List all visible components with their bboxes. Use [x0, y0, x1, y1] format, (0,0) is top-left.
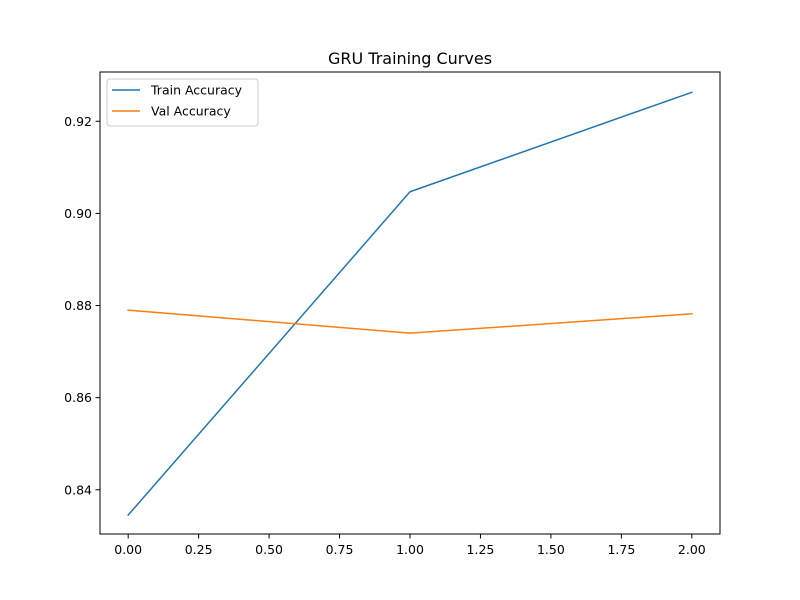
x-tick-label: 1.25 — [467, 542, 495, 557]
y-tick-label: 0.88 — [64, 298, 92, 313]
chart-title: GRU Training Curves — [328, 49, 492, 68]
x-axis: 0.00 0.25 0.50 0.75 1.00 1.25 1.50 1.75 2.00 — [114, 534, 706, 557]
y-tick-label: 0.86 — [64, 390, 92, 405]
x-tick-label: 1.75 — [607, 542, 635, 557]
y-tick-label: 0.92 — [64, 114, 92, 129]
legend: Train Accuracy Val Accuracy — [106, 78, 259, 127]
series-line-val-accuracy — [127, 309, 693, 334]
y-tick-label: 0.90 — [64, 206, 92, 221]
x-tick-label: 1.50 — [537, 542, 565, 557]
x-tick-label: 0.50 — [255, 542, 283, 557]
series-lines — [127, 91, 693, 517]
plot-area-frame — [99, 71, 721, 535]
x-tick-label: 0.25 — [185, 542, 213, 557]
legend-label-val-accuracy: Val Accuracy — [151, 104, 231, 119]
y-axis: 0.84 0.86 0.88 0.90 0.92 — [64, 114, 100, 497]
x-tick-label: 0.00 — [114, 542, 142, 557]
series-line-train-accuracy — [127, 91, 693, 517]
x-tick-label: 2.00 — [678, 542, 706, 557]
legend-label-train-accuracy: Train Accuracy — [150, 83, 243, 98]
x-tick-label: 1.00 — [396, 542, 424, 557]
legend-box — [106, 78, 259, 127]
x-tick-label: 0.75 — [326, 542, 354, 557]
y-tick-label: 0.84 — [64, 482, 92, 497]
